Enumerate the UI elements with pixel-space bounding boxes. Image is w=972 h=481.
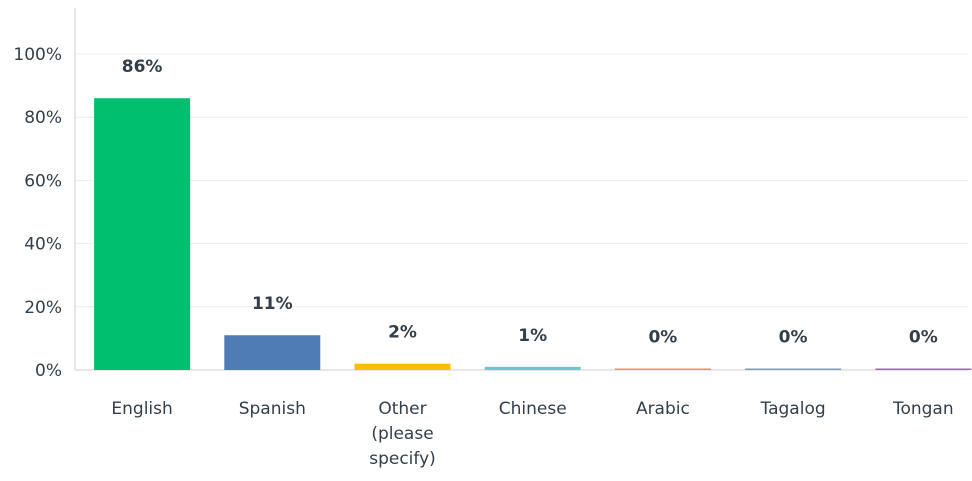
y-tick-label: 80% xyxy=(24,108,62,128)
bar-tongan xyxy=(875,368,972,370)
data-label: 1% xyxy=(518,326,547,346)
gridlines xyxy=(75,53,968,308)
category-label: (please xyxy=(371,424,433,444)
category-label: Spanish xyxy=(239,399,306,419)
category-labels: English Spanish Other (please specify) Chines… xyxy=(111,399,953,469)
category-label: Tagalog xyxy=(760,399,826,419)
data-label: 86% xyxy=(122,57,163,77)
y-tick-label: 60% xyxy=(24,171,62,191)
bar-arabic xyxy=(614,368,711,370)
bar-spanish xyxy=(224,335,321,370)
y-tick-label: 40% xyxy=(24,235,62,255)
category-label: specify) xyxy=(369,449,436,469)
y-tick-label: 20% xyxy=(24,298,62,318)
category-label: Arabic xyxy=(636,399,690,419)
bar-english xyxy=(94,98,191,371)
data-label: 11% xyxy=(252,294,293,314)
bar-chinese xyxy=(484,366,581,370)
category-label: Tongan xyxy=(892,399,954,419)
bar-other-please-specify xyxy=(354,363,451,370)
bars xyxy=(94,98,972,371)
data-label: 0% xyxy=(779,328,808,348)
y-tick-label: 0% xyxy=(35,361,62,381)
data-labels: 86% 11% 2% 1% 0% 0% 0% xyxy=(122,57,938,347)
category-label: Chinese xyxy=(499,399,567,419)
axes xyxy=(74,8,968,371)
data-label: 2% xyxy=(388,323,417,343)
bar-tagalog xyxy=(745,368,842,370)
data-label: 0% xyxy=(648,328,677,348)
data-label: 0% xyxy=(909,328,938,348)
y-tick-labels: 0% 20% 40% 60% 80% 100% xyxy=(13,45,62,381)
category-label: English xyxy=(111,399,172,419)
category-label: Other xyxy=(378,399,426,419)
y-tick-label: 100% xyxy=(13,45,62,65)
